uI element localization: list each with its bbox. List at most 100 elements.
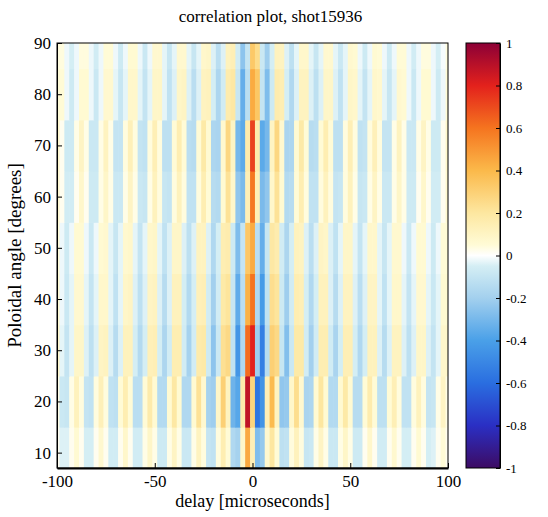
- heat-cell: [201, 69, 206, 121]
- heat-cell: [284, 222, 289, 274]
- heat-cell: [270, 222, 275, 274]
- heat-cell: [372, 43, 377, 69]
- heat-cell: [348, 171, 353, 223]
- heat-cell: [182, 120, 187, 172]
- heat-cell: [113, 325, 118, 377]
- heat-cell: [167, 273, 172, 325]
- y-tick-label: 50: [34, 239, 51, 258]
- heat-cell: [328, 43, 333, 69]
- heat-cell: [421, 43, 426, 69]
- heat-cell: [358, 171, 363, 223]
- heat-cell: [191, 69, 196, 121]
- heat-cell: [250, 171, 255, 223]
- heat-cell: [372, 120, 377, 172]
- heat-cell: [284, 376, 289, 428]
- heat-cell: [294, 376, 299, 428]
- heat-cell: [172, 222, 177, 274]
- colorbar-tick-mark: [496, 468, 500, 469]
- y-tick-label: 90: [34, 34, 51, 53]
- heat-cell: [416, 69, 421, 121]
- heat-cell: [426, 427, 431, 468]
- heat-cell: [402, 69, 407, 121]
- heat-cell: [270, 43, 275, 69]
- heat-cell: [367, 43, 372, 69]
- colorbar-tick-label: 1: [506, 36, 513, 51]
- heat-cell: [279, 427, 284, 468]
- heat-cell: [231, 325, 236, 377]
- heat-cell: [143, 427, 148, 468]
- y-axis-title: Poloidal angle [degrees]: [4, 163, 25, 348]
- heat-cell: [235, 427, 240, 468]
- heat-cell: [143, 376, 148, 428]
- heat-cell: [94, 69, 99, 121]
- heat-cell: [299, 120, 304, 172]
- heat-cell: [270, 325, 275, 377]
- heat-cell: [426, 273, 431, 325]
- heat-cell: [441, 376, 446, 428]
- heat-cell: [69, 43, 74, 69]
- heat-cell: [328, 427, 333, 468]
- x-tick: 100: [436, 463, 462, 491]
- heat-cell: [216, 171, 221, 223]
- heat-cell: [108, 427, 113, 468]
- heat-cell: [172, 376, 177, 428]
- heat-cell: [103, 171, 108, 223]
- heat-cell: [270, 427, 275, 468]
- heat-cell: [64, 427, 69, 468]
- heat-cell: [353, 120, 358, 172]
- colorbar-tick-label: 0: [506, 248, 513, 263]
- y-tick-label: 80: [34, 85, 51, 104]
- heat-cell: [387, 171, 392, 223]
- heat-cell: [74, 376, 79, 428]
- heat-cell: [353, 171, 358, 223]
- heat-cell: [279, 120, 284, 172]
- heat-cell: [392, 43, 397, 69]
- heat-cell: [206, 222, 211, 274]
- heat-cell: [441, 222, 446, 274]
- heat-cell: [377, 120, 382, 172]
- heat-cell: [377, 43, 382, 69]
- heat-cell: [318, 171, 323, 223]
- heat-cell: [387, 427, 392, 468]
- heat-cell: [382, 222, 387, 274]
- heat-cell: [74, 69, 79, 121]
- heat-cell: [362, 69, 367, 121]
- heat-cell: [343, 273, 348, 325]
- heat-cell: [309, 43, 314, 69]
- heat-cell: [358, 69, 363, 121]
- heat-cell: [323, 273, 328, 325]
- heat-cell: [348, 69, 353, 121]
- heat-cell: [103, 222, 108, 274]
- heat-cell: [94, 222, 99, 274]
- heat-cell: [289, 43, 294, 69]
- heat-cell: [255, 171, 260, 223]
- heat-cell: [284, 325, 289, 377]
- heat-cell: [406, 273, 411, 325]
- heat-cell: [279, 325, 284, 377]
- heat-cell: [318, 222, 323, 274]
- heat-cell: [333, 222, 338, 274]
- heat-cell: [318, 376, 323, 428]
- heat-cell: [421, 171, 426, 223]
- heat-cell: [431, 325, 436, 377]
- heat-cell: [416, 171, 421, 223]
- heat-cell: [231, 120, 236, 172]
- heat-cell: [411, 171, 416, 223]
- heat-cell: [201, 120, 206, 172]
- heat-cell: [333, 69, 338, 121]
- heat-cell: [231, 222, 236, 274]
- heat-cell: [343, 69, 348, 121]
- colorbar-tick-mark: [496, 383, 500, 384]
- y-tick-label: 20: [34, 392, 51, 411]
- heat-cell: [216, 43, 221, 69]
- heat-cell: [206, 69, 211, 121]
- heat-cell: [392, 376, 397, 428]
- y-tick: 90: [34, 34, 62, 53]
- heat-cell: [397, 325, 402, 377]
- heat-cell: [255, 120, 260, 172]
- heat-cell: [226, 120, 231, 172]
- heat-cell: [138, 171, 143, 223]
- heat-cell: [99, 325, 104, 377]
- colorbar-tick-mark: [496, 128, 500, 129]
- heat-cell: [299, 325, 304, 377]
